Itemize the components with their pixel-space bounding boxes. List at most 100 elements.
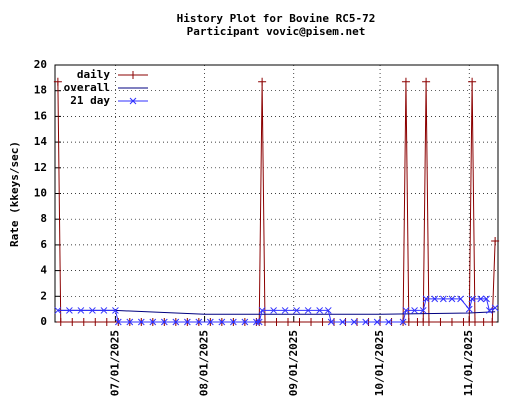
y-tick-label: 20: [34, 58, 47, 71]
point-marker: [436, 318, 445, 326]
point-marker: [422, 77, 431, 86]
point-marker: [126, 318, 134, 326]
legend-label: 21 day: [70, 94, 110, 107]
point-marker: [483, 295, 490, 303]
point-marker: [114, 318, 122, 326]
series-line: [57, 298, 496, 323]
point-marker: [327, 318, 335, 326]
point-marker: [424, 318, 433, 326]
legend-label: overall: [64, 81, 110, 94]
point-marker: [439, 295, 447, 303]
point-marker: [295, 318, 304, 326]
legend-marker: [129, 71, 137, 79]
point-marker: [477, 295, 485, 303]
y-tick-label: 6: [40, 238, 47, 251]
point-marker: [241, 318, 249, 326]
point-marker: [160, 318, 168, 326]
point-marker: [447, 318, 456, 326]
point-marker: [468, 295, 476, 303]
point-marker: [318, 318, 327, 326]
point-marker: [258, 307, 266, 314]
point-marker: [172, 318, 180, 326]
point-marker: [293, 307, 300, 314]
point-marker: [307, 318, 316, 326]
chart-title: History Plot for Bovine RC5-72: [177, 12, 376, 25]
x-tick-label: 10/01/2025: [373, 330, 386, 396]
y-tick-label: 14: [34, 135, 48, 148]
y-tick-label: 0: [40, 315, 47, 328]
point-marker: [411, 307, 418, 314]
y-tick-label: 8: [40, 212, 47, 225]
point-marker: [491, 304, 499, 312]
x-tick-label: 08/01/2025: [198, 330, 211, 396]
point-marker: [53, 77, 62, 86]
point-marker: [77, 307, 85, 314]
series-line: [57, 309, 496, 315]
point-marker: [137, 318, 145, 326]
point-marker: [281, 307, 289, 314]
legend-label: daily: [77, 68, 110, 81]
point-marker: [324, 307, 332, 314]
point-marker: [284, 318, 293, 326]
point-marker: [431, 295, 439, 303]
point-marker: [491, 237, 500, 246]
point-marker: [258, 77, 267, 86]
point-marker: [54, 307, 62, 314]
chart-subtitle: Participant vovic@pisem.net: [187, 25, 366, 38]
y-tick-label: 10: [34, 187, 47, 200]
point-marker: [404, 318, 413, 326]
y-axis-label: Rate (kkeys/sec): [8, 141, 21, 247]
point-marker: [457, 295, 464, 303]
point-marker: [206, 318, 214, 326]
point-marker: [195, 318, 203, 326]
point-marker: [229, 318, 237, 326]
y-tick-label: 12: [34, 161, 47, 174]
point-marker: [448, 295, 456, 303]
point-marker: [66, 307, 73, 314]
point-marker: [100, 307, 108, 314]
point-marker: [112, 307, 119, 314]
point-marker: [479, 318, 488, 326]
point-marker: [304, 307, 312, 314]
point-marker: [255, 318, 263, 326]
y-tick-label: 18: [34, 84, 47, 97]
point-marker: [89, 307, 96, 314]
point-marker: [422, 295, 430, 303]
point-marker: [270, 307, 277, 314]
point-marker: [272, 318, 281, 326]
point-marker: [401, 77, 410, 86]
y-tick-label: 2: [40, 289, 47, 302]
point-marker: [253, 318, 260, 326]
point-marker: [402, 307, 410, 314]
y-tick-label: 16: [34, 109, 48, 122]
point-marker: [468, 77, 477, 86]
x-tick-label: 09/01/2025: [287, 330, 300, 396]
point-marker: [91, 318, 100, 326]
point-marker: [486, 307, 493, 314]
point-marker: [79, 318, 88, 326]
point-marker: [465, 305, 473, 313]
point-marker: [316, 307, 324, 314]
point-marker: [362, 318, 370, 326]
point-marker: [149, 318, 157, 326]
series-line: [57, 81, 496, 323]
point-marker: [183, 318, 191, 326]
x-tick-label: 07/01/2025: [108, 330, 121, 396]
point-marker: [399, 318, 407, 326]
point-marker: [260, 318, 269, 326]
legend-marker: [129, 97, 137, 105]
point-marker: [385, 318, 393, 326]
point-marker: [218, 318, 226, 326]
point-marker: [373, 318, 381, 326]
point-marker: [350, 318, 358, 326]
point-marker: [339, 318, 347, 326]
point-marker: [470, 318, 479, 326]
y-tick-label: 4: [40, 264, 47, 277]
point-marker: [419, 307, 427, 314]
point-marker: [68, 318, 77, 326]
x-tick-label: 11/01/2025: [462, 330, 475, 396]
point-marker: [102, 318, 111, 326]
point-marker: [488, 318, 497, 326]
point-marker: [56, 318, 65, 326]
